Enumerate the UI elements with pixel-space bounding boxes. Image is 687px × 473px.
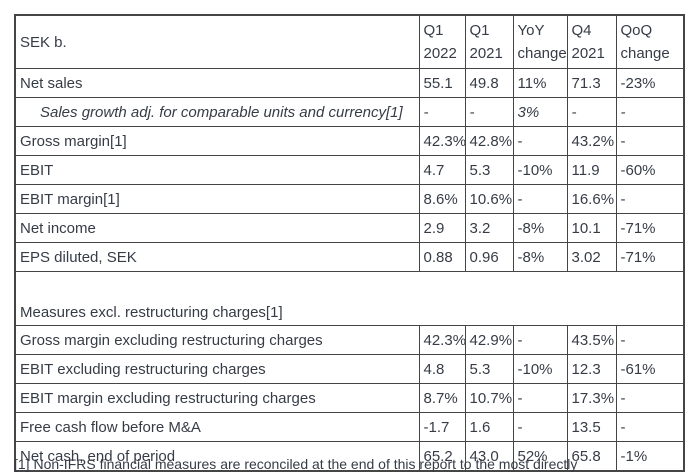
column-header-q1-2022: Q1 2022 bbox=[418, 14, 466, 69]
cell-value: - bbox=[615, 97, 685, 127]
cell-value: - bbox=[615, 325, 685, 355]
financial-summary-table: SEK b. Q1 2022 Q1 2021 YoY change Q4 202… bbox=[14, 14, 685, 472]
row-label: Gross margin excluding restructuring cha… bbox=[14, 325, 420, 355]
cell-value: 17.3% bbox=[566, 383, 617, 413]
cell-value: 1.6 bbox=[464, 412, 514, 442]
row-label: EPS diluted, SEK bbox=[14, 242, 420, 272]
cell-value: 55.1 bbox=[418, 68, 466, 98]
column-header-qoq-change: QoQ change bbox=[615, 14, 685, 69]
cell-value: - bbox=[615, 184, 685, 214]
section-label: Measures excl. restructuring charges[1] bbox=[14, 271, 685, 326]
column-header-line: change bbox=[517, 45, 567, 62]
table-row-free-cash-flow: Free cash flow before M&A -1.7 1.6 - 13.… bbox=[14, 412, 685, 442]
cell-value: 10.6% bbox=[464, 184, 514, 214]
column-header-q1-2021: Q1 2021 bbox=[464, 14, 514, 69]
column-header-line: 2021 bbox=[469, 45, 503, 62]
cell-value: 5.3 bbox=[464, 155, 514, 185]
table-row-net-sales: Net sales 55.1 49.8 11% 71.3 -23% bbox=[14, 68, 685, 98]
table-header-row: SEK b. Q1 2022 Q1 2021 YoY change Q4 202… bbox=[14, 14, 685, 69]
table-row-ebit-margin: EBIT margin[1] 8.6% 10.6% - 16.6% - bbox=[14, 184, 685, 214]
cell-value: 11% bbox=[512, 68, 568, 98]
cell-value: - bbox=[512, 126, 568, 156]
cell-value: 16.6% bbox=[566, 184, 617, 214]
cell-value: -10% bbox=[512, 155, 568, 185]
column-header-line: YoY bbox=[517, 22, 545, 39]
cell-value: -10% bbox=[512, 354, 568, 384]
cell-value: -1.7 bbox=[418, 412, 466, 442]
table-row-eps-diluted: EPS diluted, SEK 0.88 0.96 -8% 3.02 -71% bbox=[14, 242, 685, 272]
cell-value: - bbox=[512, 325, 568, 355]
cell-value: -71% bbox=[615, 213, 685, 243]
cell-value: 42.8% bbox=[464, 126, 514, 156]
cell-value: - bbox=[512, 412, 568, 442]
column-header-line: QoQ bbox=[620, 22, 653, 39]
table-row-ebit: EBIT 4.7 5.3 -10% 11.9 -60% bbox=[14, 155, 685, 185]
column-header-line: 2021 bbox=[571, 45, 605, 62]
table-row-gross-margin: Gross margin[1] 42.3% 42.8% - 43.2% - bbox=[14, 126, 685, 156]
row-label: EBIT margin[1] bbox=[14, 184, 420, 214]
cell-value: -8% bbox=[512, 213, 568, 243]
cell-value: - bbox=[615, 412, 685, 442]
cell-value: - bbox=[566, 97, 617, 127]
row-label: Gross margin[1] bbox=[14, 126, 420, 156]
cell-value: - bbox=[615, 126, 685, 156]
row-label: Net income bbox=[14, 213, 420, 243]
cell-value: - bbox=[615, 383, 685, 413]
cell-value: 3% bbox=[512, 97, 568, 127]
cell-value: -61% bbox=[615, 354, 685, 384]
column-header-q4-2021: Q4 2021 bbox=[566, 14, 617, 69]
cell-value: 5.3 bbox=[464, 354, 514, 384]
cell-value: 42.3% bbox=[418, 325, 466, 355]
cell-value: - bbox=[512, 184, 568, 214]
cell-value: 10.7% bbox=[464, 383, 514, 413]
cell-value: -71% bbox=[615, 242, 685, 272]
table-row-ebit-excl-restructuring: EBIT excluding restructuring charges 4.8… bbox=[14, 354, 685, 384]
cell-value: - bbox=[418, 97, 466, 127]
table-section-row-measures-excl-restructuring: Measures excl. restructuring charges[1] bbox=[14, 271, 685, 326]
column-header-line: Q1 bbox=[423, 22, 444, 39]
cell-value: 4.7 bbox=[418, 155, 466, 185]
cell-value: 12.3 bbox=[566, 354, 617, 384]
cell-value: 43.5% bbox=[566, 325, 617, 355]
footnote-text: [1] Non-IFRS financial measures are reco… bbox=[14, 456, 578, 472]
row-label: EBIT margin excluding restructuring char… bbox=[14, 383, 420, 413]
row-label: Sales growth adj. for comparable units a… bbox=[14, 97, 420, 127]
cell-value: 0.88 bbox=[418, 242, 466, 272]
table-row-net-income: Net income 2.9 3.2 -8% 10.1 -71% bbox=[14, 213, 685, 243]
column-header-line: Q4 bbox=[571, 22, 592, 39]
table-row-gross-margin-excl-restructuring: Gross margin excluding restructuring cha… bbox=[14, 325, 685, 355]
row-label: Free cash flow before M&A bbox=[14, 412, 420, 442]
cell-value: 8.6% bbox=[418, 184, 466, 214]
column-header-line: Q1 bbox=[469, 22, 490, 39]
cell-value: -8% bbox=[512, 242, 568, 272]
cell-value: 71.3 bbox=[566, 68, 617, 98]
unit-label-cell: SEK b. bbox=[14, 14, 420, 69]
cell-value: - bbox=[464, 97, 514, 127]
table-row-ebit-margin-excl-restructuring: EBIT margin excluding restructuring char… bbox=[14, 383, 685, 413]
cell-value: 49.8 bbox=[464, 68, 514, 98]
cell-value: 42.3% bbox=[418, 126, 466, 156]
row-label: Net sales bbox=[14, 68, 420, 98]
cell-value: 8.7% bbox=[418, 383, 466, 413]
cell-value: 43.2% bbox=[566, 126, 617, 156]
cell-value: 13.5 bbox=[566, 412, 617, 442]
column-header-yoy-change: YoY change bbox=[512, 14, 568, 69]
table-row-sales-growth-adj: Sales growth adj. for comparable units a… bbox=[14, 97, 685, 127]
cell-value: 42.9% bbox=[464, 325, 514, 355]
cell-value: -60% bbox=[615, 155, 685, 185]
cell-value: 0.96 bbox=[464, 242, 514, 272]
cell-value: 4.8 bbox=[418, 354, 466, 384]
row-label: EBIT bbox=[14, 155, 420, 185]
cell-value: 3.2 bbox=[464, 213, 514, 243]
cell-value: -23% bbox=[615, 68, 685, 98]
column-header-line: change bbox=[620, 45, 670, 62]
cell-value: 3.02 bbox=[566, 242, 617, 272]
cell-value: - bbox=[512, 383, 568, 413]
cell-value: 10.1 bbox=[566, 213, 617, 243]
cell-value: 11.9 bbox=[566, 155, 617, 185]
column-header-line: 2022 bbox=[423, 45, 457, 62]
cell-value: 2.9 bbox=[418, 213, 466, 243]
row-label: EBIT excluding restructuring charges bbox=[14, 354, 420, 384]
